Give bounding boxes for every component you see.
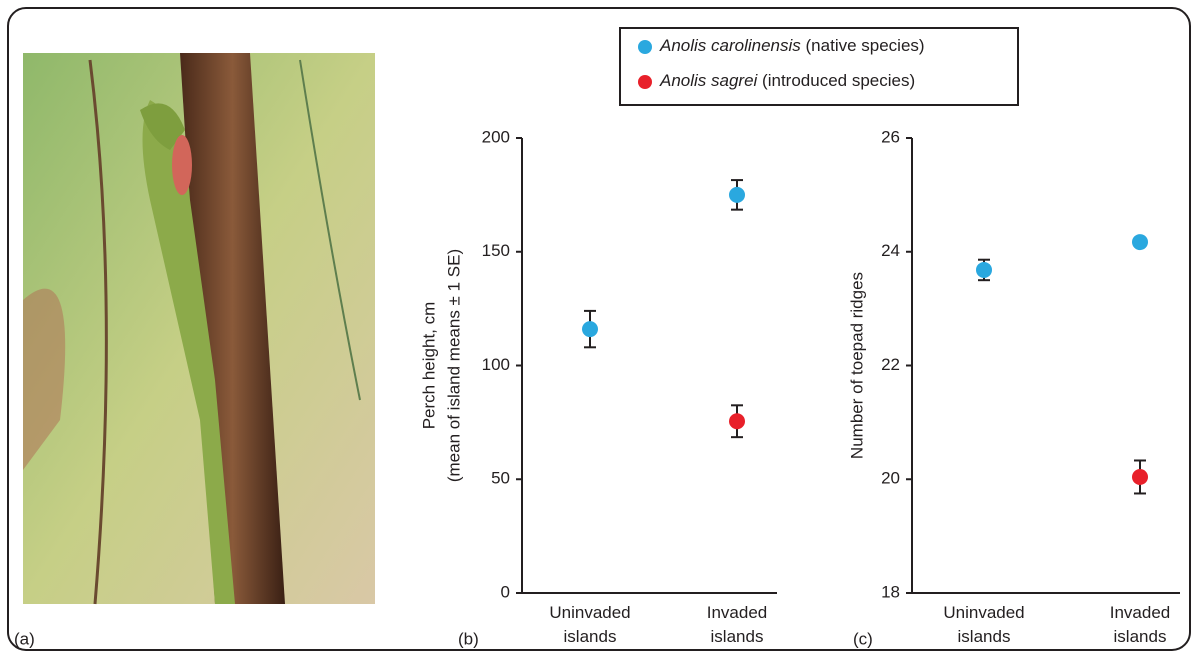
x-tick-line: islands: [711, 627, 764, 646]
y-tick-label: 26: [881, 127, 900, 146]
y-tick-label: 22: [881, 355, 900, 374]
point: [729, 186, 745, 203]
panel-label: (c): [853, 629, 873, 648]
y-tick-label: 24: [881, 241, 900, 260]
point: [976, 261, 992, 278]
point: [1132, 468, 1148, 485]
photo: [23, 53, 375, 605]
x-tick-label: Uninvaded islands: [549, 603, 630, 646]
y-tick-label: 0: [501, 582, 510, 601]
y-tick-label: 20: [881, 469, 900, 488]
legend-status: (introduced species): [757, 71, 915, 90]
frame: [7, 7, 1191, 651]
x-tick-label: Invaded islands: [707, 603, 768, 646]
legend-status: (native species): [801, 36, 925, 55]
legend-entry: Anolis carolinensis (native species): [659, 36, 925, 55]
x-tick-line: Uninvaded: [943, 603, 1024, 622]
panel-label: (a): [14, 629, 35, 648]
y-axis-label: Number of toepad ridges: [847, 272, 866, 459]
point: [729, 413, 745, 430]
legend-marker: [638, 40, 652, 54]
y-tick-label: 50: [491, 469, 510, 488]
legend-entry: Anolis sagrei (introduced species): [659, 71, 915, 90]
panel-label: (b): [458, 629, 479, 648]
x-tick-line: islands: [958, 627, 1011, 646]
y-axis-label: (mean of island means ± 1 SE): [444, 249, 463, 482]
x-tick-label: Invaded islands: [1110, 603, 1171, 646]
x-tick-line: Invaded: [1110, 603, 1171, 622]
y-tick-label: 150: [482, 241, 510, 260]
legend-species: Anolis sagrei: [659, 71, 759, 90]
legend-species: Anolis carolinensis: [659, 36, 801, 55]
point: [1132, 234, 1148, 251]
y-axis-label: Perch height, cm: [419, 302, 438, 430]
y-tick-label: 18: [881, 582, 900, 601]
x-tick-label: Uninvaded islands: [943, 603, 1024, 646]
point: [582, 321, 598, 338]
x-tick-line: Invaded: [707, 603, 768, 622]
legend-marker: [638, 75, 652, 89]
y-tick-label: 200: [482, 127, 510, 146]
legend: [619, 27, 1019, 106]
x-tick-line: Uninvaded: [549, 603, 630, 622]
x-tick-line: islands: [564, 627, 617, 646]
y-tick-label: 100: [482, 355, 510, 374]
x-tick-line: islands: [1114, 627, 1167, 646]
